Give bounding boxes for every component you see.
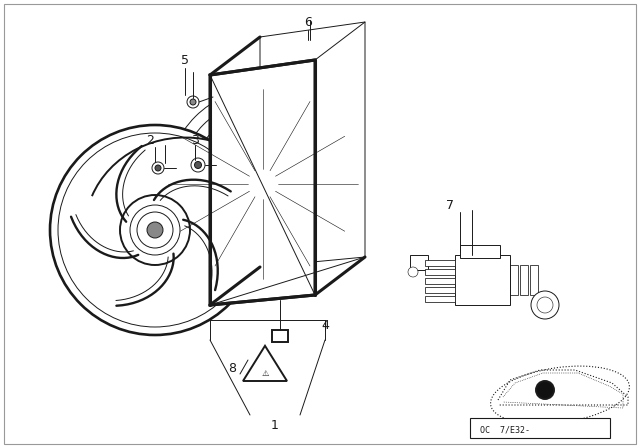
Circle shape — [147, 222, 163, 238]
Bar — [510, 265, 518, 295]
Bar — [470, 418, 610, 438]
Text: 8: 8 — [228, 362, 236, 375]
Polygon shape — [210, 60, 315, 305]
Circle shape — [255, 176, 271, 192]
Circle shape — [191, 158, 205, 172]
Text: 7: 7 — [446, 198, 454, 211]
Circle shape — [137, 212, 173, 248]
Circle shape — [195, 161, 202, 168]
Polygon shape — [455, 255, 510, 305]
Bar — [520, 265, 528, 295]
Polygon shape — [425, 260, 455, 266]
Text: 6: 6 — [304, 16, 312, 29]
Circle shape — [234, 156, 291, 212]
Circle shape — [537, 297, 553, 313]
Bar — [302, 37, 320, 49]
Text: 3: 3 — [191, 134, 199, 146]
Text: 1: 1 — [271, 418, 279, 431]
Polygon shape — [425, 296, 455, 302]
Text: ⚠: ⚠ — [261, 369, 269, 378]
Circle shape — [408, 267, 418, 277]
Circle shape — [120, 195, 190, 265]
Polygon shape — [425, 287, 455, 293]
Polygon shape — [243, 346, 287, 381]
Polygon shape — [460, 245, 500, 258]
Circle shape — [190, 99, 196, 105]
Text: OC  7/E32-: OC 7/E32- — [480, 426, 530, 435]
Bar — [272, 330, 288, 342]
Circle shape — [531, 291, 559, 319]
Bar — [530, 265, 538, 295]
Polygon shape — [260, 22, 365, 267]
Circle shape — [155, 165, 161, 171]
Text: 4: 4 — [321, 319, 329, 332]
Polygon shape — [425, 278, 455, 284]
Circle shape — [307, 40, 313, 46]
Bar — [410, 255, 428, 270]
Circle shape — [187, 96, 199, 108]
Circle shape — [244, 166, 280, 202]
Text: 2: 2 — [146, 134, 154, 146]
Circle shape — [50, 125, 260, 335]
Polygon shape — [425, 269, 455, 275]
Text: 5: 5 — [181, 53, 189, 66]
Circle shape — [130, 205, 180, 255]
Circle shape — [152, 162, 164, 174]
Circle shape — [536, 381, 554, 399]
